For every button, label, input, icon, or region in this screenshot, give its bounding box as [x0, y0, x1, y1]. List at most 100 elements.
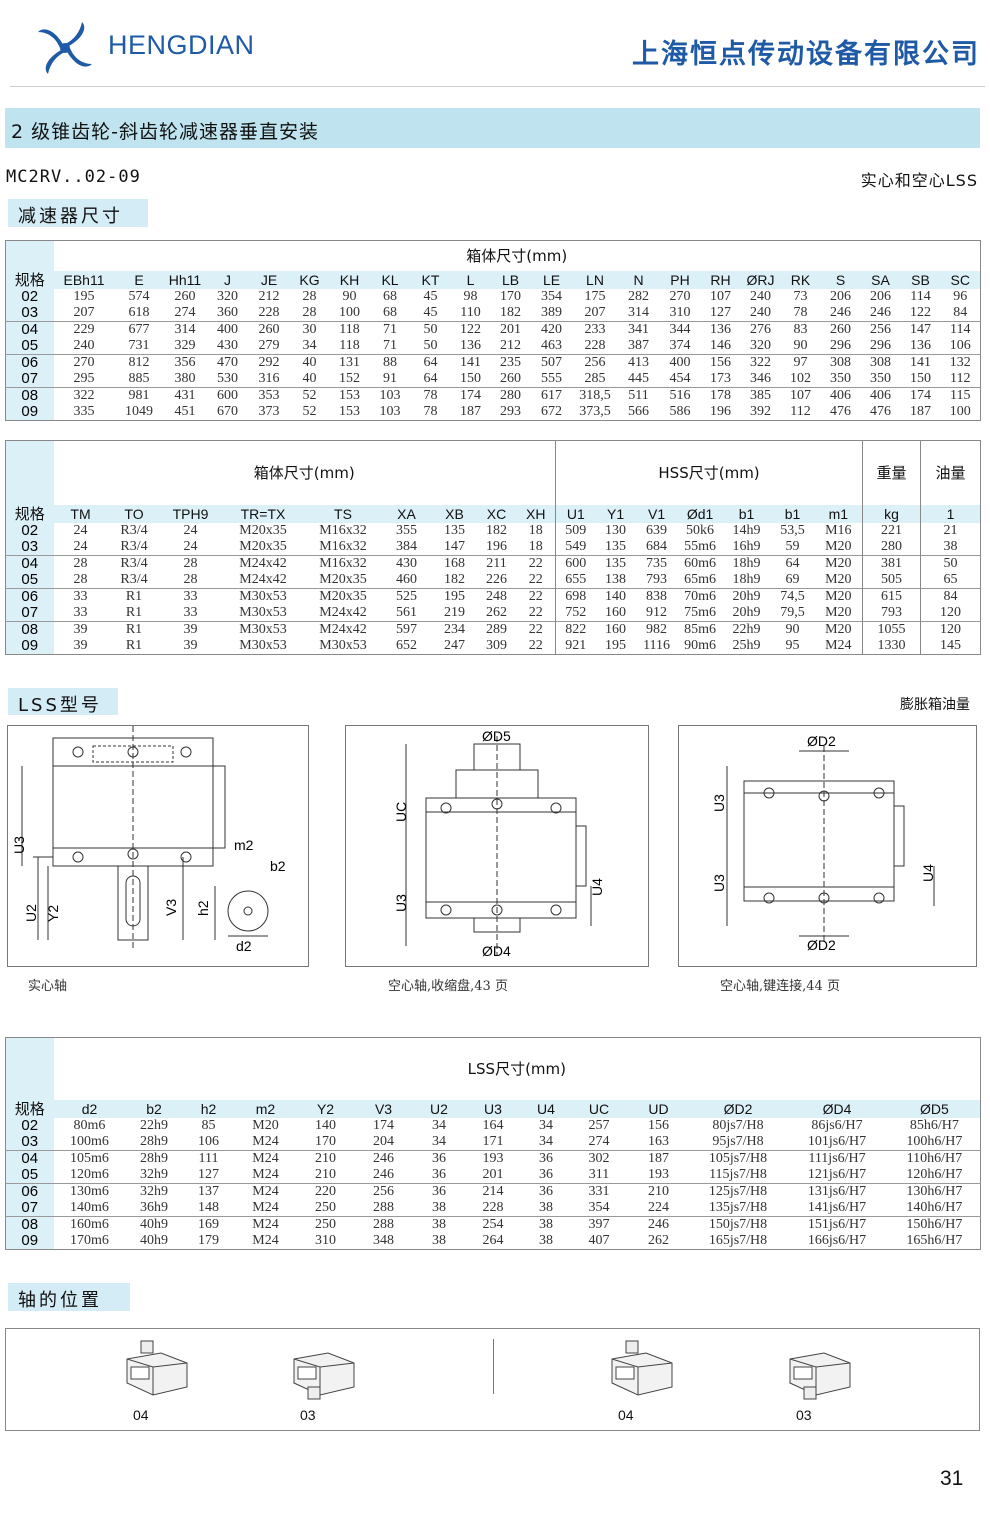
value-cell: 211	[476, 555, 517, 572]
value-cell: 318,5	[572, 387, 618, 404]
column-header: EBh11	[53, 270, 115, 289]
value-cell: 140	[595, 588, 636, 605]
value-cell: 28h9	[125, 1150, 183, 1167]
drawing-hollow-keyed: ØD2 U3 U3 U4 ØD2	[678, 725, 977, 967]
value-cell: 354	[541, 288, 562, 304]
value-cell: 135	[595, 555, 636, 572]
value-cell: 127	[198, 1167, 219, 1182]
value-cell: 615	[862, 588, 922, 605]
value-cell: 121js6/H7	[807, 1167, 867, 1182]
value-cell: 85h6/H7	[909, 1117, 959, 1133]
value-cell: 38	[432, 1233, 446, 1248]
value-cell: 182	[444, 572, 465, 587]
table-row: 09 170m6 40h9 179 M24 310 348 38 264 38 407 262 165j…	[5, 1233, 981, 1250]
housing-hss-dimensions-table: 箱体尺寸(mm) HSS尺寸(mm) 重量 油量 规格 TM TO TPH9 TR=TX…	[5, 440, 982, 655]
value-cell: 53,5	[780, 522, 805, 538]
value-cell: 100m6	[70, 1134, 109, 1149]
column-header: PH	[659, 270, 701, 289]
value-cell: 85m6	[677, 621, 723, 638]
column-header: L	[450, 270, 491, 289]
value-cell: 24	[73, 522, 88, 538]
value-cell: 431	[163, 387, 207, 404]
value-cell: 130h6/H7	[888, 1183, 981, 1200]
value-cell: 574	[128, 288, 150, 304]
value-cell: 329	[174, 338, 196, 353]
value-cell: 413	[617, 354, 660, 371]
value-cell: 406	[860, 387, 901, 404]
value-cell: 164	[482, 1117, 504, 1133]
value-cell: 335	[73, 404, 95, 419]
value-cell: 309	[486, 638, 507, 653]
value-cell: 34	[432, 1117, 446, 1133]
value-cell: 248	[476, 588, 517, 605]
spec-cell: 09	[5, 404, 54, 421]
value-cell: 600	[206, 387, 249, 404]
value-cell: 460	[396, 572, 417, 587]
value-cell: 731	[128, 338, 150, 353]
value-cell: 50	[920, 555, 981, 572]
column-header: 1	[920, 504, 981, 523]
value-cell: 32h9	[125, 1183, 183, 1200]
value-cell: 254	[465, 1216, 521, 1233]
value-cell: 38	[539, 1233, 553, 1248]
value-cell: 400	[659, 354, 701, 371]
column-header: SB	[900, 270, 941, 289]
table-row: 08 160m6 40h9 169 M24 250 288 38 254 38 397 246 150j…	[5, 1216, 981, 1233]
value-cell: 406	[820, 387, 861, 404]
value-cell: 140m6	[70, 1200, 109, 1215]
column-header: KG	[289, 270, 330, 289]
value-cell: 476	[830, 404, 851, 419]
table-row: 03 100m6 28h9 106 M24 170 204 34 171 34 274 163 95js…	[5, 1134, 981, 1151]
value-cell: 430	[217, 338, 238, 353]
value-cell: 83	[780, 321, 821, 338]
value-cell: M24	[234, 1150, 297, 1167]
value-cell: 36h9	[140, 1200, 168, 1215]
value-cell: 105m6	[53, 1150, 126, 1167]
value-cell: 397	[571, 1216, 627, 1233]
spec-cell: 05	[5, 338, 54, 355]
caption-hollow-shrink-disc: 空心轴,收缩盘,43 页	[388, 979, 508, 994]
value-cell: 33	[53, 588, 108, 605]
value-cell: 71	[383, 338, 397, 353]
value-cell: 511	[617, 387, 660, 404]
value-cell: 226	[486, 572, 507, 587]
value-cell: 96	[953, 288, 968, 304]
value-cell: 135	[605, 539, 627, 554]
section-shaft-position: 轴的位置	[8, 1283, 130, 1311]
spec-cell: 04	[5, 555, 54, 572]
value-cell: M16	[814, 522, 864, 539]
value-cell: 838	[635, 588, 678, 605]
value-cell: R3/4	[120, 539, 148, 554]
value-cell: 346	[750, 371, 771, 386]
column-header: J	[206, 270, 249, 289]
value-cell: 380	[174, 371, 196, 386]
value-cell: M16x32	[305, 555, 381, 572]
gearbox-icon	[784, 1337, 856, 1409]
value-cell: 111	[182, 1150, 235, 1167]
spec-cell: 08	[5, 1216, 54, 1233]
value-cell: 246	[373, 1167, 394, 1182]
value-cell: 168	[432, 555, 477, 572]
dim-m2: m2	[234, 837, 254, 853]
table-row: 03 24 R3/4 24 M20x35 M16x32 384 147 196 18 549 135 6…	[5, 539, 981, 556]
value-cell: M20x35	[239, 539, 287, 554]
value-cell: 90	[793, 338, 808, 353]
value-cell: 793	[646, 572, 668, 587]
column-header: TR=TX	[220, 504, 306, 523]
value-cell: 107	[710, 288, 731, 304]
value-cell: 100	[339, 305, 360, 320]
table-row: 08 39 R1 39 M30x53 M24x42 597 234 289 22 822 160 982…	[5, 621, 981, 638]
dim-b2: b2	[270, 858, 286, 874]
value-cell: 28h9	[140, 1134, 168, 1149]
value-cell: 90	[770, 621, 815, 638]
value-cell: 65m6	[684, 572, 716, 587]
section-lss-type: LSS型号	[8, 688, 118, 716]
expansion-tank-oil-note: 膨胀箱油量	[900, 697, 970, 713]
value-cell: 153	[329, 387, 370, 404]
value-cell: 136	[460, 338, 481, 353]
value-cell: 64	[423, 371, 438, 386]
value-cell: 22	[516, 588, 557, 605]
value-cell: 136	[700, 321, 741, 338]
value-cell: 110	[460, 305, 481, 320]
value-cell: M30x53	[319, 638, 367, 653]
